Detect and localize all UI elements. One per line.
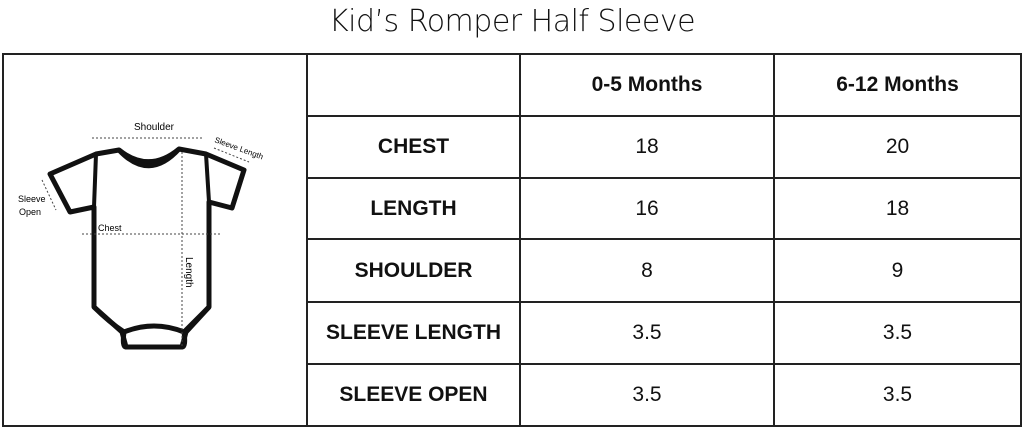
label-sleeve-open-1: Sleeve bbox=[18, 194, 46, 204]
chart-title: Kid’s Romper Half Sleeve bbox=[328, 4, 696, 39]
label-length: Length bbox=[183, 257, 194, 288]
cell-value: 18 bbox=[773, 177, 1022, 240]
label-sleeve-length: Sleeve Length bbox=[213, 135, 264, 161]
romper-icon: Shoulder Sleeve Length Sleeve Open Chest… bbox=[18, 122, 264, 350]
label-sleeve-open-2: Open bbox=[19, 207, 41, 217]
label-chest: Chest bbox=[98, 223, 122, 233]
cell-value: 8 bbox=[519, 238, 775, 303]
cell-value: 18 bbox=[519, 115, 775, 179]
label-shoulder: Shoulder bbox=[134, 122, 175, 133]
cell-value: 3.5 bbox=[519, 363, 775, 427]
cell-value: 9 bbox=[773, 238, 1022, 303]
column-header: 6-12 Months bbox=[773, 53, 1022, 117]
column-header: 0-5 Months bbox=[519, 53, 775, 117]
row-label: SLEEVE OPEN bbox=[306, 363, 521, 427]
cell-value: 20 bbox=[773, 115, 1022, 179]
cell-value: 3.5 bbox=[773, 363, 1022, 427]
row-label: SLEEVE LENGTH bbox=[306, 301, 521, 365]
romper-diagram: Shoulder Sleeve Length Sleeve Open Chest… bbox=[2, 53, 308, 427]
row-label: CHEST bbox=[306, 115, 521, 179]
table-row: CHEST 18 20 bbox=[3, 115, 1022, 179]
size-table: Shoulder Sleeve Length Sleeve Open Chest… bbox=[2, 53, 1022, 427]
cell-value: 3.5 bbox=[773, 301, 1022, 365]
cell-value: 16 bbox=[519, 177, 775, 240]
table-row: SLEEVE OPEN 3.5 3.5 bbox=[3, 363, 1022, 427]
table-row: SLEEVE LENGTH 3.5 3.5 bbox=[3, 301, 1022, 365]
table-row: LENGTH 16 18 bbox=[3, 177, 1022, 240]
row-label: SHOULDER bbox=[306, 238, 521, 303]
header-empty-cell bbox=[306, 53, 521, 117]
cell-value: 3.5 bbox=[519, 301, 775, 365]
table-row: SHOULDER 8 9 bbox=[3, 238, 1022, 303]
header-row: Shoulder Sleeve Length Sleeve Open Chest… bbox=[2, 53, 1022, 427]
row-label: LENGTH bbox=[306, 177, 521, 240]
